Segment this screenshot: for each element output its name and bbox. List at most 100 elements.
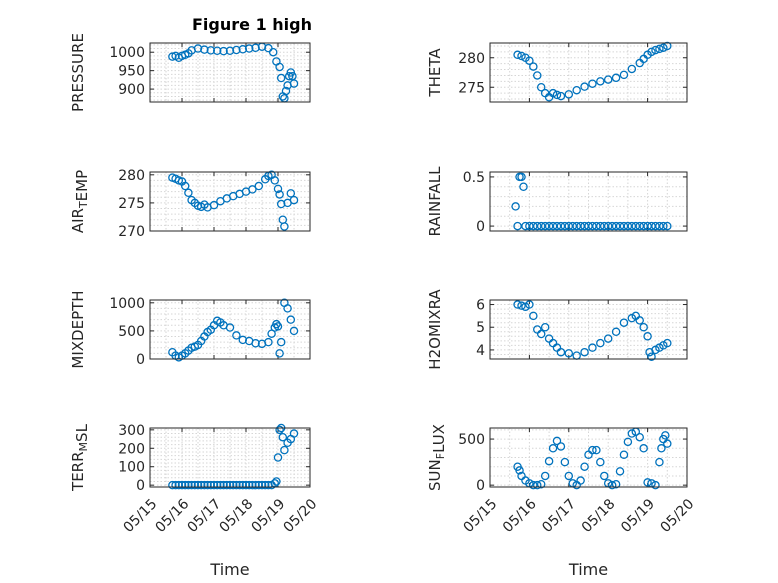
data-point (655, 221, 664, 231)
data-point (525, 300, 534, 309)
data-point (513, 221, 522, 231)
data-point (568, 221, 577, 231)
data-point (270, 176, 280, 185)
data-point (596, 77, 605, 86)
data-point (564, 471, 574, 481)
y-tick-label: 300 (118, 423, 145, 439)
y-axis-label: SUNFLUX (426, 424, 448, 491)
data-point (180, 181, 190, 191)
data-point (596, 221, 605, 231)
y-tick-label: 500 (118, 324, 145, 340)
data-point (529, 221, 538, 231)
y-axis-label: RAINFALL (426, 166, 444, 237)
y-tick-label: 500 (458, 432, 485, 448)
data-point (251, 480, 260, 490)
data-point (544, 221, 554, 231)
data-point (651, 480, 660, 490)
data-point (238, 480, 248, 490)
data-point (206, 46, 216, 55)
data-point (556, 221, 566, 231)
data-point (222, 480, 232, 490)
data-point (225, 480, 235, 490)
data-point (603, 75, 613, 84)
data-point (241, 480, 251, 490)
data-point (643, 332, 652, 341)
y-tick-label: 1000 (109, 45, 145, 61)
data-point (576, 221, 585, 231)
data-point (548, 444, 558, 453)
y-axis-label: H2OMIXRA (426, 289, 444, 370)
y-tick-label: 5 (476, 320, 485, 336)
data-series (511, 172, 672, 231)
data-point (184, 480, 193, 490)
axes-box (149, 427, 311, 488)
data-point (264, 337, 273, 347)
data-point (275, 425, 284, 435)
axes-box (149, 171, 311, 232)
data-point (588, 343, 597, 352)
y-axis-label: AIRTEMP (69, 170, 91, 233)
data-point (572, 85, 581, 95)
data-point (254, 480, 264, 490)
data-point (513, 300, 522, 309)
data-point (278, 432, 288, 442)
data-point (631, 221, 641, 231)
data-point (272, 477, 281, 486)
y-axis-label: PRESSURE (69, 33, 87, 112)
y-tick-label: 4 (476, 343, 485, 359)
data-point (212, 480, 222, 490)
data-point (209, 480, 219, 490)
data-point (219, 480, 228, 490)
data-point (254, 181, 264, 191)
data-point (663, 41, 672, 51)
data-point (238, 45, 248, 54)
data-point (627, 64, 637, 74)
data-point (286, 189, 296, 198)
data-point (232, 45, 241, 55)
data-point (187, 480, 196, 490)
data-series (168, 42, 299, 103)
data-point (235, 480, 244, 490)
data-point (203, 480, 212, 490)
data-point (647, 47, 656, 57)
data-point (273, 453, 283, 462)
data-point (651, 45, 660, 55)
data-point (275, 62, 284, 72)
data-series (168, 170, 299, 231)
data-point (216, 480, 225, 490)
data-point (209, 200, 219, 210)
data-point (564, 90, 574, 99)
data-point (619, 450, 629, 459)
data-point (513, 50, 522, 60)
data-point (257, 480, 267, 490)
data-series (513, 427, 672, 490)
axes-box (489, 299, 688, 360)
data-point (548, 88, 558, 98)
data-point (623, 221, 633, 231)
axes-box (489, 42, 688, 103)
data-point (639, 322, 648, 332)
data-point (273, 184, 283, 194)
y-tick-label: 280 (118, 168, 145, 184)
data-point (525, 56, 534, 65)
data-point (180, 480, 190, 490)
data-point (536, 83, 546, 92)
data-point (607, 480, 617, 490)
data-point (174, 480, 184, 490)
data-point (529, 62, 538, 71)
data-point (276, 199, 286, 209)
data-point (643, 221, 652, 231)
y-tick-label: 6 (476, 298, 485, 314)
data-point (193, 44, 203, 53)
data-point (657, 444, 666, 453)
axes-box (489, 171, 688, 232)
data-point (232, 480, 241, 490)
data-point (556, 91, 566, 101)
y-tick-label: 0 (136, 478, 145, 494)
subplot-theta: 275 280 THETA (426, 41, 688, 103)
data-point (281, 86, 291, 96)
data-point (611, 221, 621, 231)
data-point (572, 221, 581, 231)
data-point (564, 221, 574, 231)
